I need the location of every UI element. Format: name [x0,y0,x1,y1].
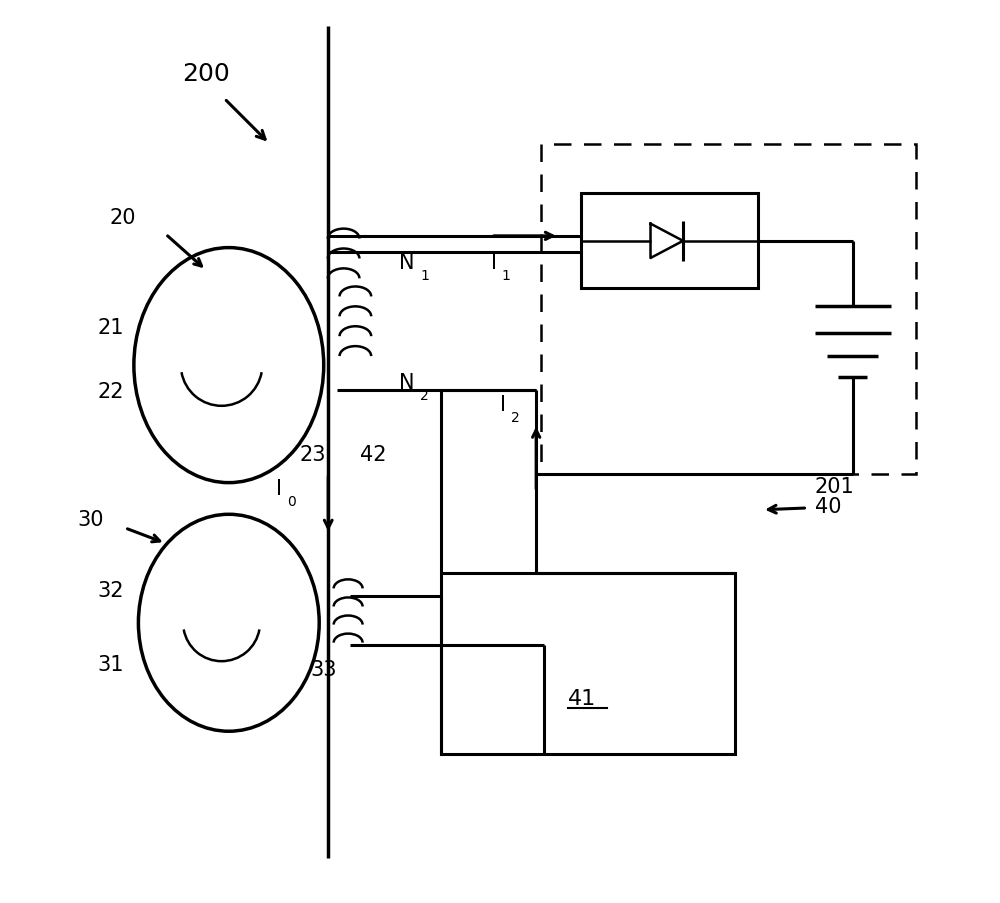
Bar [441,573,735,754]
Text: 2: 2 [420,388,429,402]
Text: 2: 2 [511,411,520,424]
Text: 40: 40 [815,497,841,517]
Text: 31: 31 [98,654,124,674]
Text: 1: 1 [502,269,511,283]
Text: 41: 41 [568,688,596,708]
Text: 22: 22 [98,381,124,401]
Text: I: I [500,395,506,414]
Text: 21: 21 [98,318,124,338]
Text: 33: 33 [310,659,337,679]
Bar [581,194,758,289]
Text: 200: 200 [182,62,230,87]
Text: I: I [491,253,497,273]
Text: 42: 42 [360,444,386,464]
Text: 23: 23 [299,444,326,464]
Text: 201: 201 [815,476,854,496]
Text: 32: 32 [98,580,124,600]
Text: N: N [399,253,414,273]
Text: 1: 1 [420,269,429,283]
Bar [541,144,916,474]
Text: 30: 30 [77,509,103,529]
Text: N: N [399,372,414,392]
Text: 20: 20 [109,208,136,228]
Text: 0: 0 [287,495,295,508]
Text: I: I [276,479,282,498]
